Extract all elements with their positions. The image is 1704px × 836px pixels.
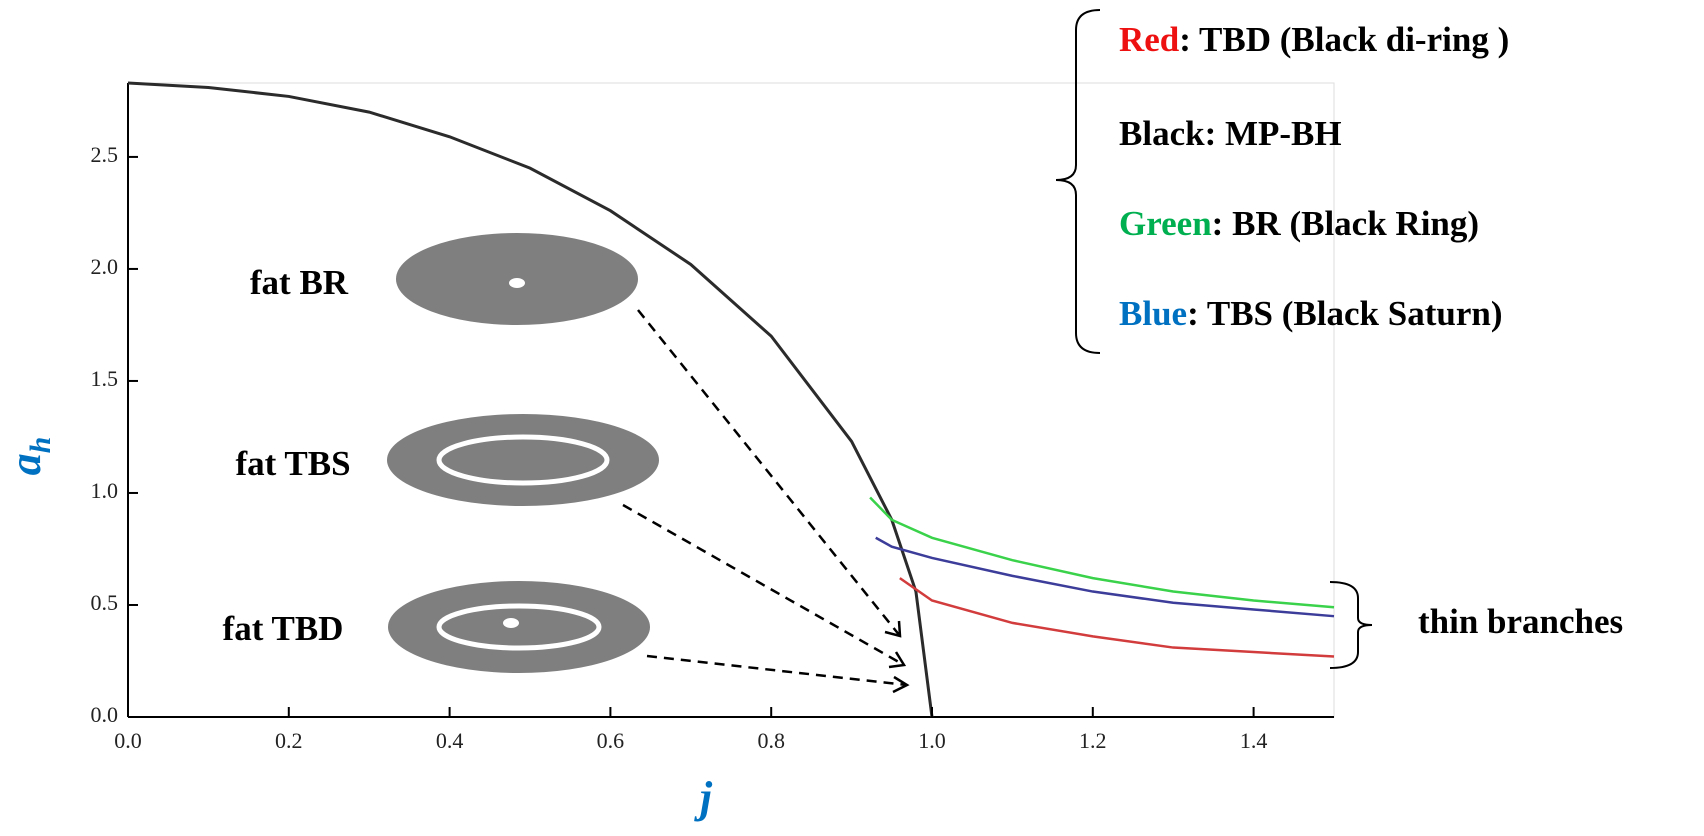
x-tick-label: 1.2 [1079,728,1107,753]
arrow-head [892,675,910,694]
legend-entry: Black: MP-BH [1119,114,1342,153]
arrow [637,309,901,637]
disk-hole [509,278,525,288]
legend-text: : TBS (Black Saturn) [1187,294,1502,333]
disk-ring [436,434,610,486]
legend-label: Green [1119,204,1212,243]
x-tick-label: 0.4 [436,728,464,753]
x-tick-label: 0.2 [275,728,303,753]
annotation: fat BR [250,263,349,302]
annotation: fat TBS [235,444,350,483]
y-axis-label: ah [1,437,57,476]
series-line [899,577,1335,658]
y-axis-label-sub: h [24,437,57,454]
y-tick-label: 1.5 [91,366,119,391]
disk-tbd [388,581,650,673]
legend-entry: Blue: TBS (Black Saturn) [1119,294,1502,333]
legend-text: : BR (Black Ring) [1212,204,1479,243]
legend-label: Blue [1119,294,1187,333]
disk-ring [436,603,602,651]
legend-text: : MP-BH [1205,114,1342,153]
legend-entry: Green: BR (Black Ring) [1119,204,1479,243]
legend-text: : TBD (Black di-ring ) [1179,20,1509,59]
x-tick-label: 1.0 [918,728,946,753]
thin-brace [1329,581,1373,669]
plot-area [127,81,1335,718]
arrow-head [888,651,907,669]
arrows [622,309,908,687]
y-tick-label: 1.0 [91,478,119,503]
y-tick-label: 0.0 [91,702,119,727]
y-axis-label-main: a [1,453,50,475]
legend-entry: Red: TBD (Black di-ring ) [1119,20,1509,59]
disk-hole [503,618,519,628]
y-tick-label: 0.5 [91,590,119,615]
x-tick-label: 0.8 [757,728,785,753]
series-line [869,496,1335,609]
x-tick-label: 0.0 [114,728,142,753]
arrow-heads [884,620,910,694]
annotation: thin branches [1418,602,1623,641]
series-line [875,536,1335,618]
arrow [646,654,908,687]
x-tick-label: 0.6 [597,728,625,753]
annotation: fat TBD [223,609,344,648]
y-tick-label: 2.0 [91,254,119,279]
y-tick-label: 2.5 [91,142,119,167]
legend-brace [1055,9,1101,354]
arrow [622,503,905,667]
disk-tbs [387,414,659,506]
legend-label: Red [1119,20,1180,59]
arrow-head [884,620,902,638]
legend-label: Black [1119,114,1205,153]
x-tick-label: 1.4 [1240,728,1268,753]
x-axis-label: j [694,773,713,822]
